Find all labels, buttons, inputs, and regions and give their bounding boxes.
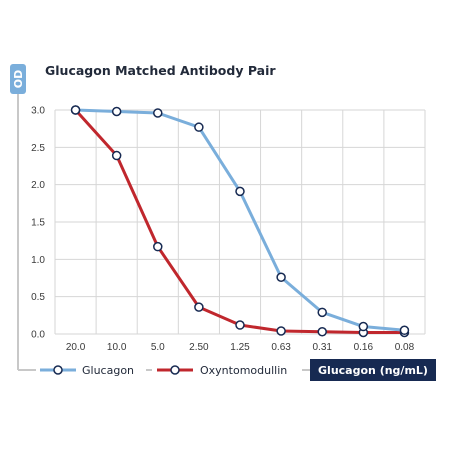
point-glucagon [153,108,163,118]
x-axis-badge-bg [310,359,436,381]
x-tick-label: 1.25 [230,342,250,353]
y-axis-label-badge: OD [10,64,26,94]
series-line-oxyntomodullin [74,108,405,335]
x-tick-label: 0.31 [312,342,332,353]
point-oxyntomodullin [194,302,204,312]
series-markers [70,105,410,338]
point-glucagon [317,307,327,318]
point-glucagon [235,186,245,197]
x-tick-label: 2.50 [189,342,209,353]
y-tick-labels: 0.0 0.5 1.0 1.5 2.0 2.5 3.0 [31,106,45,341]
y-tick-label: 3.0 [31,106,45,117]
legend-marker-oxyntomodullin [170,365,180,375]
x-tick-label: 0.08 [395,342,415,353]
x-tick-label: 0.63 [271,342,291,353]
series-lines [74,108,405,335]
point-glucagon [276,272,286,283]
point-oxyntomodullin [235,320,245,330]
y-tick-label: 0.0 [31,330,45,341]
y-tick-label: 0.5 [31,292,45,303]
x-tick-labels: 20.0 10.0 5.0 2.50 1.25 0.63 0.31 0.16 0.08 [66,342,415,353]
point-oxyntomodullin [317,327,327,337]
point-glucagon [70,105,81,115]
point-oxyntomodullin [111,150,122,161]
x-tick-label: 20.0 [66,342,86,353]
series-line-glucagon [75,108,405,332]
point-oxyntomodullin [153,241,163,252]
x-tick-label: 0.16 [354,342,374,353]
chart-title: Glucagon Matched Antibody Pair [45,63,276,78]
y-tick-label: 1.0 [31,255,45,266]
legend-label-oxyntomodullin: Oxyntomodullin [200,364,287,377]
grid [54,109,426,335]
legend-label-glucagon: Glucagon [82,364,134,377]
y-axis-label: OD [12,70,25,88]
point-glucagon [111,106,122,117]
x-tick-label: 10.0 [107,342,127,353]
x-tick-label: 5.0 [151,342,165,353]
legend: Glucagon Oxyntomodullin [36,360,302,380]
legend-item-bg-1 [152,360,302,380]
point-oxyntomodullin [276,326,286,336]
y-tick-label: 2.5 [31,143,45,154]
legend-item-bg-0 [36,360,146,380]
legend-marker-glucagon [53,365,63,375]
point-glucagon [194,122,204,132]
point-glucagon [358,321,369,332]
od-badge-bg [10,64,26,94]
y-tick-label: 1.5 [31,218,45,229]
x-axis-label-badge: Glucagon (ng/mL) [310,359,436,381]
y-tick-label: 2.0 [31,180,45,191]
x-axis-label: Glucagon (ng/mL) [318,364,428,377]
point-glucagon [399,325,410,336]
